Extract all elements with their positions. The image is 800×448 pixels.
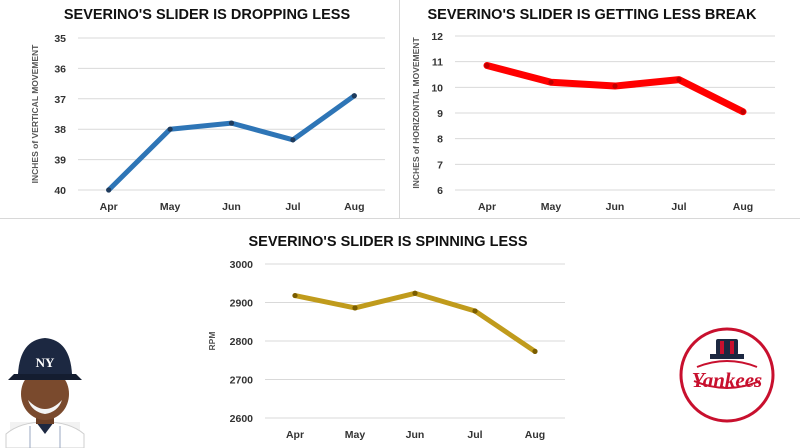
player-photo: NY [5,338,85,448]
y-tick-label: 6 [437,185,443,197]
y-tick-label: 9 [437,108,443,120]
x-tick-label: Aug [344,201,364,213]
y-tick-label: 10 [431,82,443,94]
x-tick-label: Jul [671,201,686,213]
y-tick-label: 11 [432,57,443,69]
data-point [532,348,538,354]
y-tick-label: 37 [54,94,66,106]
y-axis-label: INCHES of VERTICAL MOVEMENT [30,44,40,183]
x-tick-label: May [345,429,366,441]
x-tick-label: Jul [285,201,300,213]
vertical-divider [399,0,400,218]
x-tick-label: Aug [525,429,545,441]
chart-title: SEVERINO'S SLIDER IS GETTING LESS BREAK [428,7,757,23]
series-line [292,290,538,354]
data-point [167,126,173,132]
cap-logo: NY [36,355,55,370]
data-point [740,109,746,115]
data-point [484,62,490,69]
data-point [412,290,418,296]
y-tick-label: 35 [54,33,66,45]
chart-title: SEVERINO'S SLIDER IS DROPPING LESS [64,7,351,23]
y-tick-label: 12 [431,31,443,43]
data-point [472,308,478,314]
y-axis-label: RPM [207,332,217,351]
x-tick-label: Apr [478,201,496,213]
y-tick-label: 40 [54,185,66,197]
data-point [352,305,358,311]
data-point [676,77,682,83]
x-tick-label: Jul [467,429,482,441]
y-axis-label: INCHES of HORIZONTAL MOVEMENT [411,37,421,189]
y-tick-label: 38 [54,124,66,136]
data-point [290,137,296,143]
y-tick-label: 8 [437,134,443,146]
x-tick-label: Apr [100,201,118,213]
y-tick-label: 3000 [230,259,254,271]
series-line [106,93,357,193]
x-tick-label: May [541,201,562,213]
data-point [612,83,618,89]
y-tick-label: 39 [54,155,66,167]
chart-spin-rate: SEVERINO'S SLIDER IS SPINNING LESS 2600 27… [207,234,565,441]
x-tick-label: Aug [733,201,753,213]
y-tick-label: 2600 [230,413,254,425]
y-tick-label: 36 [54,63,66,75]
chart-horizontal-movement: SEVERINO'S SLIDER IS GETTING LESS BREAK 6… [411,7,775,213]
x-tick-label: Jun [606,201,625,213]
y-tick-label: 7 [437,159,443,171]
y-tick-label: 2700 [230,375,254,387]
x-tick-label: Jun [222,201,241,213]
data-point [292,292,298,299]
x-tick-label: Apr [286,429,304,441]
data-point [228,120,235,126]
x-tick-label: May [160,201,181,213]
y-tick-label: 2900 [230,298,254,310]
chart-vertical-movement: SEVERINO'S SLIDER IS DROPPING LESS 35 36 37… [30,7,385,213]
yankees-logo: Yankees [679,327,775,423]
chart-title: SEVERINO'S SLIDER IS SPINNING LESS [248,234,527,250]
horizontal-divider [0,218,800,219]
data-point [106,187,112,193]
x-tick-label: Jun [406,429,425,441]
data-point [351,93,357,99]
logo-text: Yankees [692,368,762,392]
y-tick-label: 2800 [230,336,254,348]
data-point [548,79,554,85]
